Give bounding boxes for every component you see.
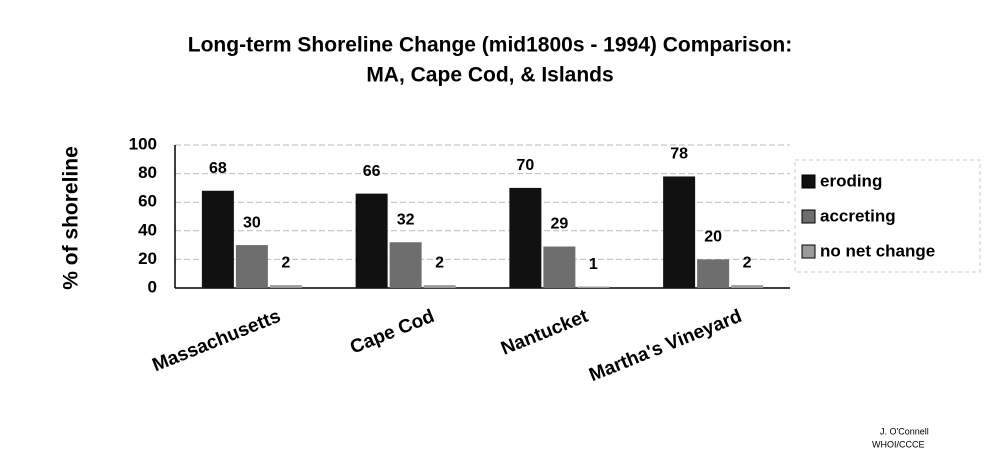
- y-tick-label: 20: [138, 249, 157, 268]
- legend-box: [794, 159, 981, 273]
- data-label: 78: [670, 146, 688, 163]
- chart-title: Long-term Shoreline Change (mid1800s - 1…: [188, 34, 792, 57]
- y-tick-label: 60: [138, 192, 157, 211]
- legend-label: accreting: [820, 206, 896, 225]
- legend-swatch: [801, 244, 816, 259]
- data-label: 2: [743, 254, 752, 271]
- bar: [269, 285, 302, 288]
- y-axis-label: % of shoreline: [60, 146, 83, 290]
- data-label: 1: [589, 256, 598, 273]
- annotation: J. O'Connell: [880, 426, 929, 436]
- data-label: 2: [435, 254, 444, 271]
- data-label: 68: [209, 160, 227, 177]
- bar: [423, 285, 456, 288]
- y-tick-label: 100: [129, 134, 157, 153]
- legend-swatch: [801, 209, 816, 224]
- data-label: 32: [397, 211, 415, 228]
- legend-label: no net change: [820, 241, 935, 260]
- chart-title: MA, Cape Cod, & Islands: [366, 64, 613, 87]
- bar: [201, 190, 234, 288]
- y-tick-label: 0: [148, 277, 157, 296]
- bar: [509, 187, 542, 288]
- bar: [577, 286, 610, 288]
- data-label: 66: [363, 163, 381, 180]
- data-label: 2: [281, 254, 290, 271]
- bar: [731, 285, 764, 288]
- data-label: 29: [550, 216, 568, 233]
- bar: [389, 242, 422, 288]
- bar: [697, 259, 730, 288]
- annotation: WHOI/CCCE: [872, 439, 925, 449]
- bar: [355, 193, 388, 288]
- y-tick-label: 40: [138, 220, 157, 239]
- bar: [235, 245, 268, 288]
- bar: [543, 246, 576, 288]
- y-tick-label: 80: [138, 163, 157, 182]
- legend-swatch: [801, 174, 816, 189]
- bar: [663, 176, 696, 288]
- legend-label: eroding: [820, 171, 882, 190]
- data-label: 70: [516, 157, 534, 174]
- data-label: 30: [243, 214, 261, 231]
- data-label: 20: [704, 229, 722, 246]
